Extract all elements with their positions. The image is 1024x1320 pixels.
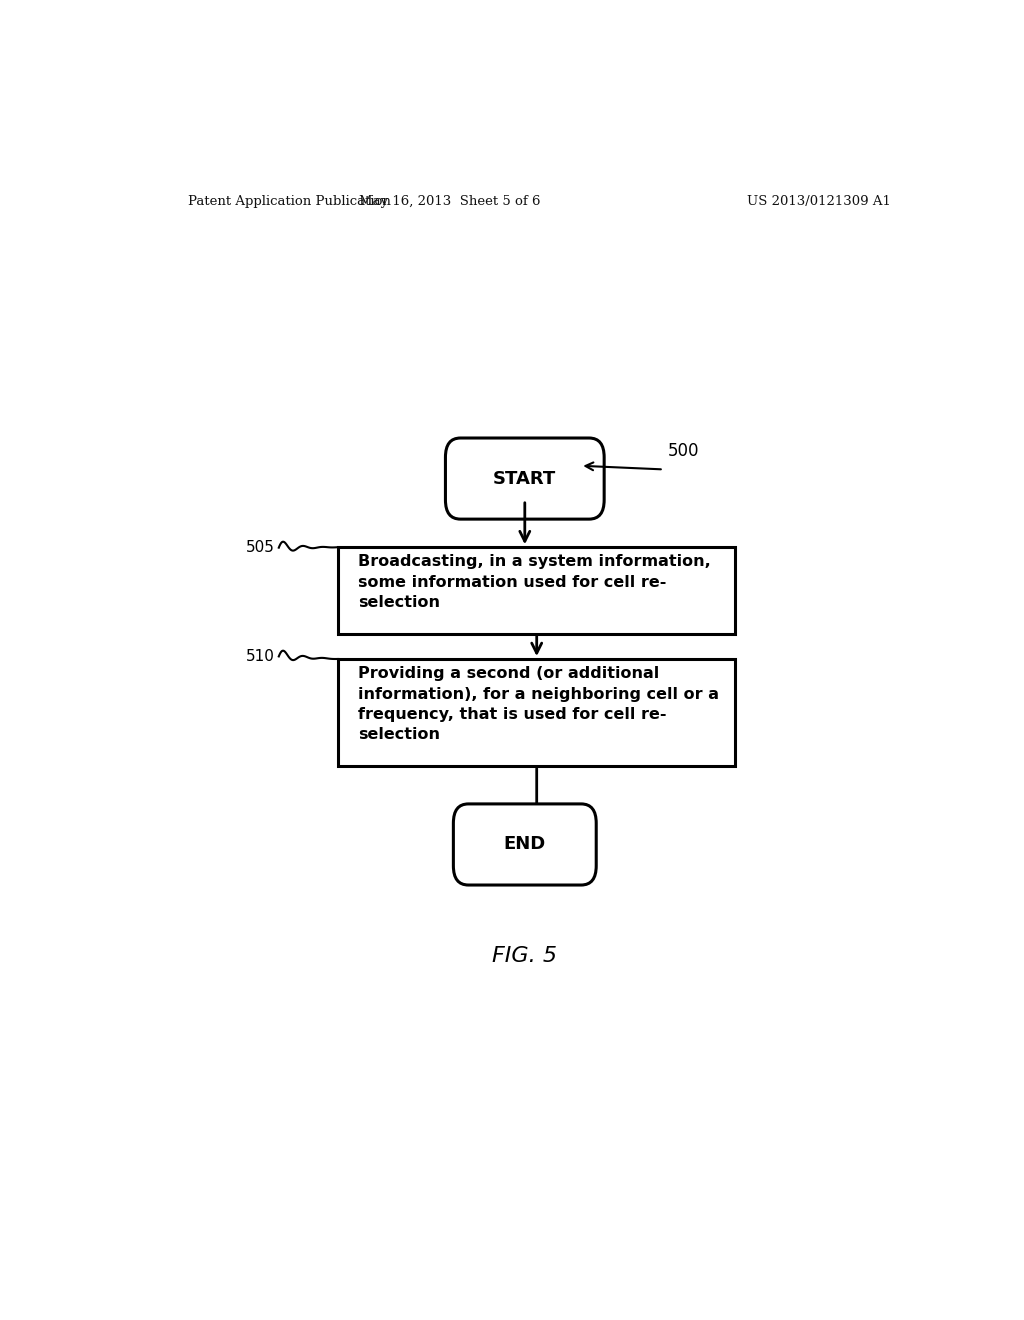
Text: Broadcasting, in a system information,
some information used for cell re-
select: Broadcasting, in a system information, s…	[358, 554, 711, 610]
FancyBboxPatch shape	[454, 804, 596, 884]
Text: 510: 510	[246, 649, 274, 664]
Text: 505: 505	[246, 540, 274, 556]
Text: 500: 500	[668, 442, 699, 461]
Text: US 2013/0121309 A1: US 2013/0121309 A1	[748, 194, 891, 207]
Text: END: END	[504, 836, 546, 854]
Text: FIG. 5: FIG. 5	[493, 946, 557, 966]
Text: May 16, 2013  Sheet 5 of 6: May 16, 2013 Sheet 5 of 6	[358, 194, 540, 207]
Text: Patent Application Publication: Patent Application Publication	[187, 194, 390, 207]
Bar	[338, 659, 735, 766]
Bar	[338, 548, 735, 634]
FancyBboxPatch shape	[445, 438, 604, 519]
Text: START: START	[494, 470, 556, 487]
Text: Providing a second (or additional
information), for a neighboring cell or a
freq: Providing a second (or additional inform…	[358, 667, 719, 742]
